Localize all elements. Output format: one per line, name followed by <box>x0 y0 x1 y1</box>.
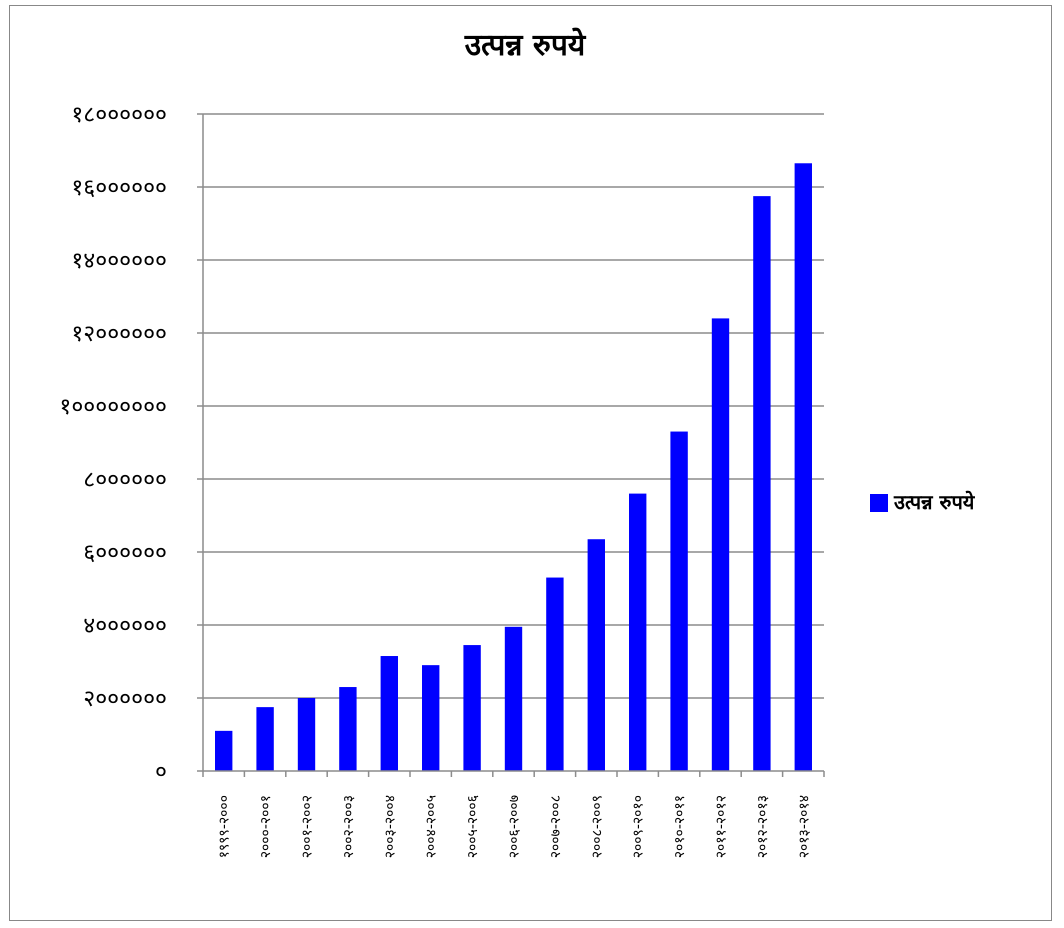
chart-title: उत्पन्न रुपये <box>464 27 587 63</box>
x-axis: १९९९-२००० २०००-२००१ २००१-२००२ २००२-२००३ २००३… <box>202 770 825 858</box>
bars <box>215 163 812 771</box>
y-tick-label: ६०००००० <box>83 540 167 566</box>
x-tick-label: २००६-२००७ <box>507 795 523 858</box>
bar <box>256 707 274 771</box>
bar <box>422 665 440 771</box>
x-tick-label: २००२-२००३ <box>341 795 357 858</box>
bar <box>504 626 523 771</box>
legend-swatch <box>870 494 888 512</box>
x-tick-label: २०१३-२०१४ <box>796 795 812 858</box>
bar <box>380 656 398 771</box>
bar <box>711 318 730 771</box>
y-axis: ० २०००००० ४०००००० ६०००००० ८०००००० १०००००००० १२… <box>59 102 204 785</box>
bar <box>463 645 481 771</box>
x-tick-label: २००१-२००२ <box>300 795 316 858</box>
x-tick-label: २००९-२०१० <box>631 795 647 858</box>
y-tick-label: १४०००००० <box>71 248 167 274</box>
x-tick-label: २०११-२०१२ <box>714 795 730 858</box>
bar <box>339 687 357 771</box>
y-tick-label: १६०००००० <box>71 175 167 201</box>
bar <box>297 698 316 771</box>
y-tick-label: २०००००० <box>83 686 167 712</box>
y-tick-label: ० <box>155 759 167 785</box>
x-tick-label: १९९९-२००० <box>217 795 233 858</box>
y-tick-label: ८०००००० <box>83 467 167 493</box>
legend: उत्पन्न रुपये <box>870 490 976 514</box>
legend-label: उत्पन्न रुपये <box>893 490 976 514</box>
bar <box>670 431 688 771</box>
x-tick-label: २००४-२००५ <box>424 795 440 858</box>
x-tick-label: २०००-२००१ <box>258 795 274 858</box>
bar <box>794 163 812 771</box>
x-tick-label: २०१२-२०१३ <box>755 795 771 858</box>
x-tick-label: २०१०-२०११ <box>672 795 688 858</box>
x-tick-label: २००३-२००४ <box>382 795 398 858</box>
bar <box>587 539 605 771</box>
y-tick-label: ४०००००० <box>83 613 167 639</box>
bar <box>215 730 233 771</box>
y-tick-label: १०००००००० <box>59 394 167 420</box>
y-tick-label: १२०००००० <box>71 321 167 347</box>
bar <box>546 577 564 771</box>
chart-frame <box>9 5 1052 921</box>
x-tick-label: २००७-२००८ <box>548 795 564 858</box>
y-tick-label: १८०००००० <box>71 102 167 128</box>
gridlines <box>203 113 824 699</box>
bar <box>629 493 647 771</box>
x-tick-label: २००५-२००६ <box>465 795 481 858</box>
bar <box>753 196 771 771</box>
x-tick-label: २००८-२००९ <box>589 795 605 858</box>
